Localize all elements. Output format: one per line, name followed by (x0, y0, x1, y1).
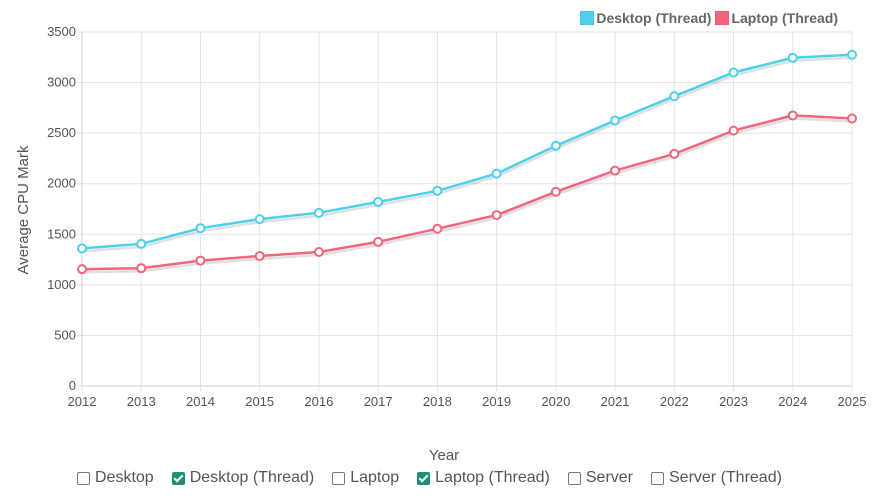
y-tick-label: 3500 (47, 24, 76, 39)
x-axis-title: Year (429, 447, 459, 464)
data-point-desktop-thread[interactable] (491, 168, 502, 179)
data-point-laptop-thread[interactable] (610, 165, 621, 176)
data-point-desktop-thread[interactable] (847, 49, 857, 60)
axis-ticks: 0 500 1000 1500 2000 2500 3000 3500 2012 2013 2014… (47, 24, 866, 409)
filter-label-server: Server (585, 469, 633, 486)
x-tick-label: 2021 (601, 394, 630, 409)
data-point-laptop-thread[interactable] (728, 125, 739, 136)
data-point-laptop-thread[interactable] (373, 236, 384, 247)
x-tick-label: 2023 (719, 394, 748, 409)
x-tick-label: 2022 (660, 394, 689, 409)
y-tick-label: 3000 (47, 75, 76, 90)
checkbox-desktop-thread[interactable] (171, 471, 185, 485)
legend-label-laptop-thread: Laptop (Thread) (731, 10, 838, 26)
series-line-laptop-thread (81, 114, 853, 271)
filter-label-desktop-thread: Desktop (Thread) (189, 469, 315, 486)
data-point-desktop-thread[interactable] (136, 238, 147, 249)
y-tick-label: 1500 (47, 226, 76, 241)
x-tick-label: 2019 (482, 394, 511, 409)
series-shadow-laptop-thread (81, 117, 853, 274)
data-point-laptop-thread[interactable] (254, 251, 265, 262)
series-lines (77, 49, 857, 275)
x-tick-label: 2024 (778, 394, 807, 409)
checkbox-laptop-thread[interactable] (417, 471, 431, 485)
legend-swatch-laptop-thread (715, 11, 730, 25)
series-filter-bar: Desktop Desktop (Thread) Laptop Laptop (… (77, 469, 782, 487)
filter-label-desktop: Desktop (95, 469, 154, 486)
filter-server-thread[interactable]: Server (Thread) (651, 469, 782, 487)
data-point-desktop-thread[interactable] (373, 196, 384, 207)
data-point-desktop-thread[interactable] (195, 223, 206, 234)
data-point-laptop-thread[interactable] (195, 255, 206, 266)
filter-server[interactable]: Server (567, 469, 633, 487)
data-point-laptop-thread[interactable] (77, 264, 87, 275)
data-point-desktop-thread[interactable] (669, 91, 680, 102)
data-point-laptop-thread[interactable] (550, 186, 561, 197)
x-tick-label: 2018 (423, 394, 452, 409)
series-shadow-desktop-thread (81, 56, 853, 253)
x-tick-label: 2017 (364, 394, 393, 409)
filter-desktop[interactable]: Desktop (77, 469, 154, 487)
legend-swatch-desktop-thread (580, 11, 595, 25)
y-tick-label: 500 (54, 327, 76, 342)
x-tick-label: 2012 (68, 394, 97, 409)
data-point-desktop-thread[interactable] (787, 52, 798, 63)
x-tick-label: 2016 (304, 394, 333, 409)
legend-label-desktop-thread: Desktop (Thread) (596, 10, 712, 26)
y-tick-label: 2500 (47, 125, 76, 140)
checkbox-server[interactable] (567, 471, 581, 485)
checkbox-laptop[interactable] (332, 471, 346, 485)
data-point-laptop-thread[interactable] (847, 113, 857, 124)
x-tick-label: 2020 (541, 394, 570, 409)
filter-label-laptop: Laptop (350, 469, 400, 486)
data-point-laptop-thread[interactable] (787, 110, 798, 121)
data-point-desktop-thread[interactable] (254, 214, 265, 225)
x-tick-label: 2015 (245, 394, 274, 409)
y-axis-title: Average CPU Mark (15, 145, 32, 274)
data-point-desktop-thread[interactable] (432, 185, 443, 196)
data-point-laptop-thread[interactable] (491, 210, 502, 221)
data-point-desktop-thread[interactable] (313, 207, 324, 218)
x-tick-label: 2013 (127, 394, 156, 409)
checkbox-desktop[interactable] (77, 471, 90, 485)
x-tick-label: 2025 (838, 394, 867, 409)
filter-label-server-thread: Server (Thread) (669, 469, 782, 486)
chart-legend: Desktop (Thread) Laptop (Thread) (580, 10, 838, 26)
data-point-desktop-thread[interactable] (550, 140, 561, 151)
data-point-laptop-thread[interactable] (432, 223, 443, 234)
filter-laptop-thread[interactable]: Laptop (Thread) (417, 469, 550, 487)
data-point-laptop-thread[interactable] (669, 148, 680, 159)
data-point-desktop-thread[interactable] (77, 243, 87, 254)
x-tick-label: 2014 (186, 394, 215, 409)
data-point-laptop-thread[interactable] (136, 263, 147, 274)
filter-laptop[interactable]: Laptop (332, 469, 399, 487)
data-point-desktop-thread[interactable] (610, 115, 621, 126)
data-point-desktop-thread[interactable] (728, 67, 739, 78)
checkbox-server-thread[interactable] (651, 471, 664, 485)
series-line-desktop-thread (81, 53, 853, 250)
y-tick-label: 2000 (47, 176, 76, 191)
y-tick-label: 0 (69, 378, 76, 393)
filter-label-laptop-thread: Laptop (Thread) (435, 469, 550, 486)
filter-desktop-thread[interactable]: Desktop (Thread) (171, 469, 315, 487)
line-chart: 0 500 1000 1500 2000 2500 3000 3500 2012 2013 2014… (15, 24, 866, 464)
data-point-laptop-thread[interactable] (313, 246, 324, 257)
grid (77, 31, 853, 391)
y-tick-label: 1000 (47, 277, 76, 292)
legend-item-laptop-thread[interactable]: Laptop (Thread) (715, 10, 838, 26)
legend-item-desktop-thread[interactable]: Desktop (Thread) (580, 10, 711, 26)
